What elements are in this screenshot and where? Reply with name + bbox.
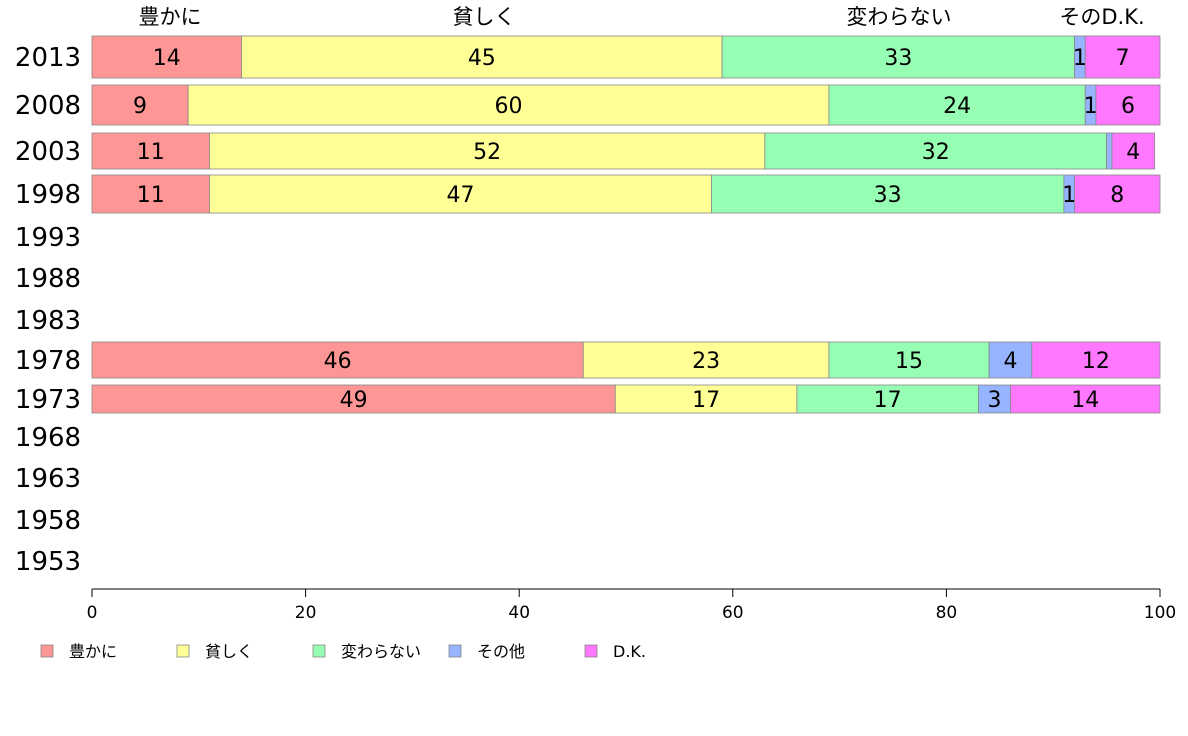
bar-segment	[711, 174, 1065, 214]
year-label: 1963	[15, 464, 81, 494]
bar-segment	[1010, 384, 1161, 414]
bar-segment	[1031, 341, 1161, 379]
segment-label: 12	[1082, 349, 1110, 374]
segment-label: 17	[692, 388, 720, 413]
top-labels: 豊かに 貧しく 変わらない そのD.K.	[139, 5, 1145, 29]
segment-label: 4	[1003, 349, 1017, 374]
legend-swatch	[40, 644, 54, 658]
top-label: 豊かに	[139, 5, 202, 29]
segment-label: 15	[895, 349, 923, 374]
segment-label: 14	[1071, 388, 1099, 413]
x-tick-label: 60	[722, 603, 744, 623]
bar-segment	[828, 84, 1086, 126]
legend-swatch	[584, 644, 598, 658]
year-label: 2003	[15, 137, 81, 167]
bar-segment	[1095, 84, 1161, 126]
year-label: 1978	[15, 346, 81, 376]
segment-label: 6	[1121, 94, 1135, 119]
bar-segment	[764, 132, 1108, 170]
bar-segment	[978, 384, 1011, 414]
top-label: 貧しく	[453, 5, 516, 29]
top-label: 変わらない	[847, 5, 952, 29]
segment-label: 9	[133, 94, 147, 119]
legend-swatch	[312, 644, 326, 658]
segment-label: 3	[987, 388, 1001, 413]
segment-label: 1	[1062, 183, 1076, 208]
bar-segment	[91, 35, 242, 79]
legend-label: D.K.	[613, 642, 646, 661]
year-label: 1968	[15, 423, 81, 453]
segment-label: 60	[495, 94, 523, 119]
bar-segment	[91, 174, 210, 214]
bar-segment	[828, 341, 990, 379]
bar-segment	[91, 84, 189, 126]
year-label: 1953	[15, 547, 81, 577]
top-label: そのD.K.	[1059, 5, 1144, 29]
year-label: 2013	[15, 43, 81, 73]
year-label: 1983	[15, 306, 81, 336]
year-label: 1993	[15, 223, 81, 253]
legend-swatch	[448, 644, 462, 658]
segment-label: 46	[324, 349, 352, 374]
bar-segment	[614, 384, 798, 414]
legend-label: その他	[477, 642, 525, 661]
legend-label: 豊かに	[69, 642, 117, 661]
segment-label: 17	[874, 388, 902, 413]
year-label: 2008	[15, 91, 81, 121]
segment-label: 1	[1073, 46, 1087, 71]
segment-label: 45	[468, 46, 496, 71]
segment-label: 33	[874, 183, 902, 208]
bar-segment	[1106, 132, 1113, 170]
year-label: 1958	[15, 506, 81, 536]
legend-label: 貧しく	[205, 642, 253, 661]
year-label: 1988	[15, 264, 81, 294]
bar-segment	[582, 341, 830, 379]
bar-segment	[91, 341, 584, 379]
bar-segment	[91, 384, 616, 414]
bar-segment	[91, 132, 210, 170]
segment-label: 23	[692, 349, 720, 374]
x-tick-label: 40	[508, 603, 530, 623]
bar-segment	[1084, 35, 1161, 79]
x-axis: 0 20 40 60 80 100	[87, 588, 1176, 623]
segment-label: 32	[922, 140, 950, 165]
x-tick-label: 0	[87, 603, 98, 623]
x-tick-label: 100	[1144, 603, 1176, 623]
segment-label: 11	[137, 183, 165, 208]
segment-label: 14	[153, 46, 181, 71]
x-tick-label: 80	[936, 603, 958, 623]
segment-label: 24	[943, 94, 971, 119]
x-tick-label: 20	[295, 603, 317, 623]
bar-segment	[721, 35, 1075, 79]
bar-segment	[988, 341, 1033, 379]
legend-swatch	[176, 644, 190, 658]
segment-label: 8	[1110, 183, 1124, 208]
segment-label: 11	[137, 140, 165, 165]
legend-label: 変わらない	[341, 642, 421, 661]
bar-segment	[1111, 132, 1156, 170]
bar-segment	[1074, 174, 1161, 214]
segment-label: 4	[1126, 140, 1140, 165]
segment-label: 1	[1084, 94, 1098, 119]
segment-label: 49	[340, 388, 368, 413]
year-label: 1998	[15, 180, 81, 210]
legend: 豊かに 貧しく 変わらない その他 D.K.	[40, 642, 646, 661]
bar-segment	[796, 384, 979, 414]
bar-segment	[187, 84, 830, 126]
segment-label: 33	[884, 46, 912, 71]
year-label: 1973	[15, 385, 81, 415]
segment-label: 52	[473, 140, 501, 165]
segment-label: 7	[1116, 46, 1130, 71]
bar-segment	[209, 174, 712, 214]
segment-label: 47	[446, 183, 474, 208]
bar-segment	[241, 35, 723, 79]
